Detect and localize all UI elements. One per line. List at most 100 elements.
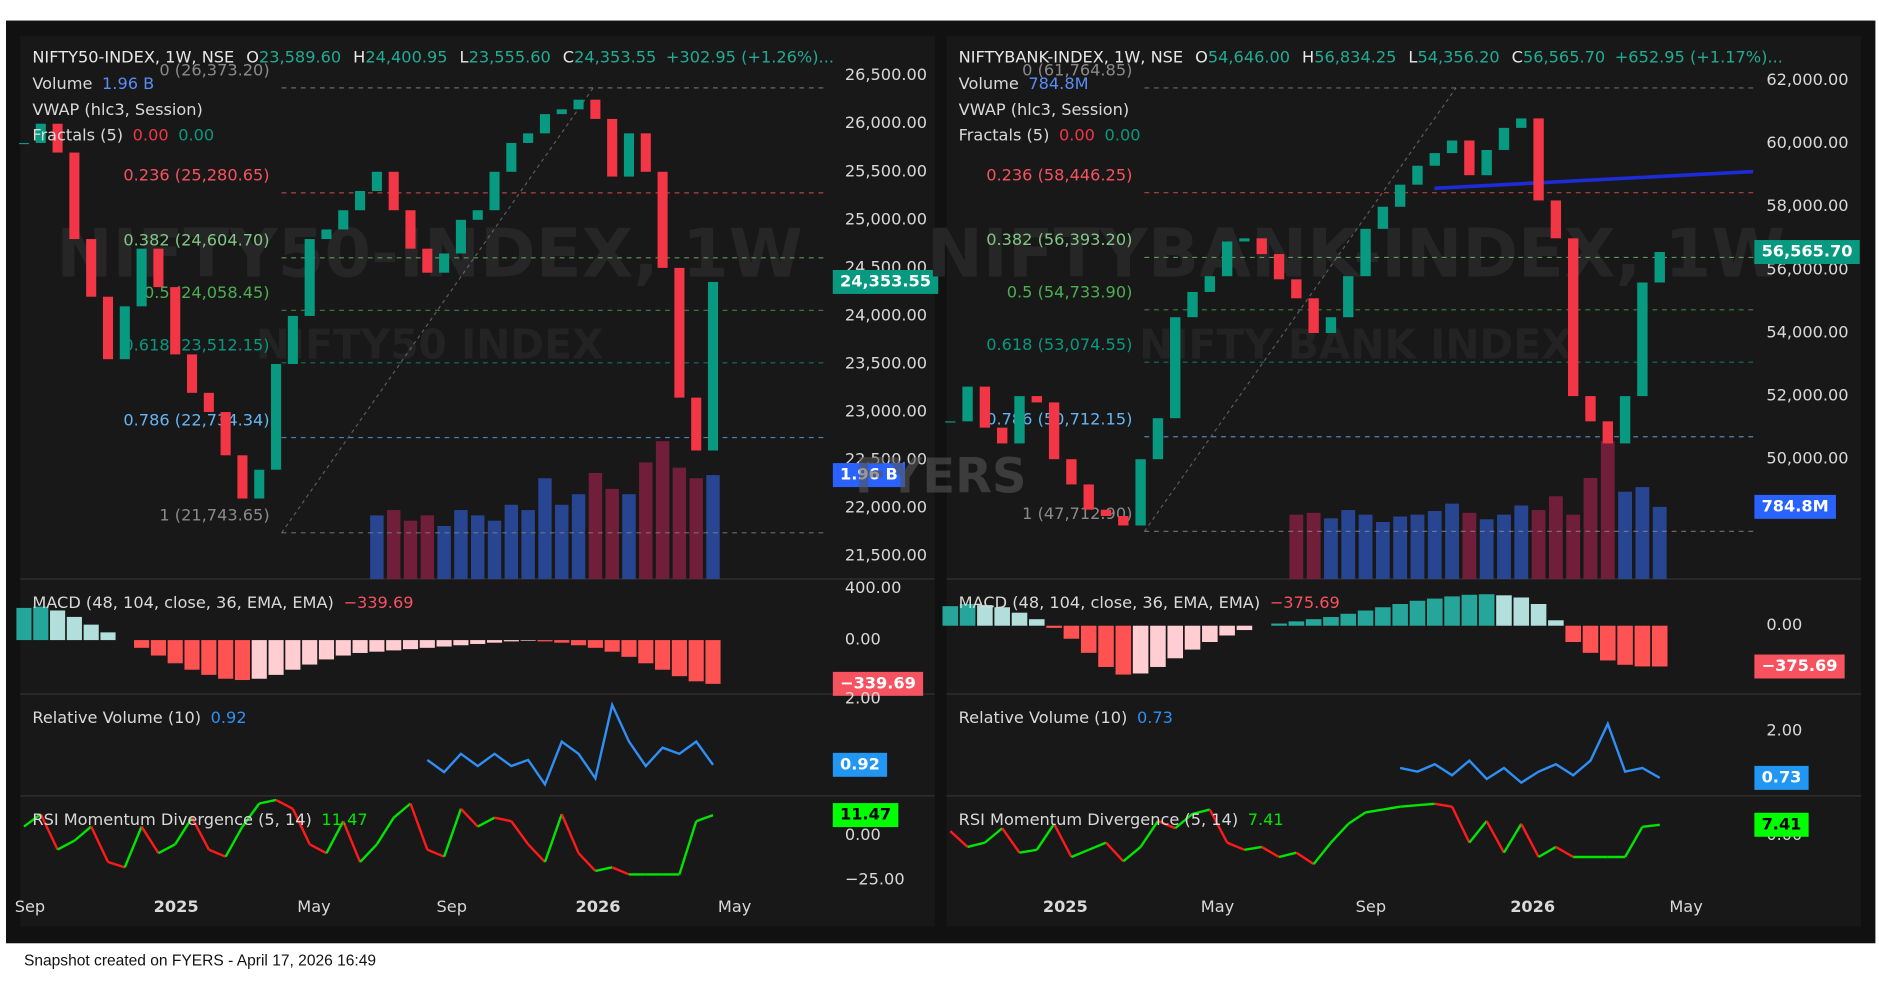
candle (1394, 184, 1406, 207)
rsi-segment (1537, 845, 1557, 859)
candle (1412, 165, 1423, 185)
rsi-segment (477, 816, 496, 828)
rsi-segment (1468, 820, 1488, 844)
volume-bar (1531, 510, 1546, 579)
price-tick-label: 56,000.00 (1766, 259, 1848, 278)
candle (1498, 127, 1510, 150)
candle (18, 142, 30, 145)
macd-bar (1340, 613, 1357, 626)
macd-bar (587, 640, 603, 648)
ohlc-key: O (1195, 47, 1208, 66)
candle (1533, 118, 1544, 201)
candle (271, 363, 282, 470)
time-label: Sep (15, 897, 45, 916)
price-tick-label: 25,500.00 (845, 161, 927, 180)
ohlc-key: C (563, 47, 574, 66)
macd-bar (1271, 623, 1287, 626)
change: +652.95 (+1.17%)... (1615, 47, 1783, 66)
time-label: 2026 (575, 897, 620, 916)
rsi-segment (1365, 808, 1384, 814)
volume-bar (1635, 487, 1650, 579)
macd-bar (234, 640, 251, 681)
footer: Snapshot created on FYERS - April 17, 20… (24, 952, 376, 969)
macd-bar (1046, 625, 1062, 628)
relvol-value: 0.73 (1137, 707, 1173, 726)
volume-value: 1.96 B (102, 74, 154, 93)
volume-bar (706, 475, 720, 579)
rsi-segment (1122, 846, 1142, 863)
rsi-segment (1139, 820, 1159, 848)
candle (439, 253, 450, 273)
relvol-legend: Relative Volume (10) 0.92 (32, 707, 246, 726)
volume-bar (1618, 491, 1633, 579)
macd-bar (285, 640, 301, 670)
macd-bar (218, 640, 234, 679)
relvol-badge-bg (832, 752, 888, 777)
rsi-segment (543, 813, 563, 863)
macd-bar (1600, 625, 1616, 661)
rsi-segment (695, 813, 714, 823)
macd-bar (1098, 625, 1114, 667)
candle (1135, 459, 1146, 526)
macd-bar (1634, 625, 1651, 667)
candle (220, 412, 231, 456)
candle (707, 281, 719, 451)
candle (556, 109, 567, 115)
volume-bar (555, 504, 569, 579)
macd-bar (1115, 625, 1132, 675)
macd-bar (1202, 625, 1218, 642)
rsi-segment (1382, 805, 1401, 811)
ohlc-key: H (1302, 47, 1314, 66)
ohlc-value: 24,353.55 (574, 47, 656, 66)
rsi-segment (359, 843, 378, 863)
macd-bar (1651, 625, 1668, 667)
rsi-segment (1642, 823, 1660, 828)
volume-bar (1462, 512, 1477, 579)
macd-bar (655, 640, 671, 670)
volume-bar (454, 510, 468, 579)
vwap-legend: VWAP (hlc3, Session) (959, 100, 1129, 119)
macd-value: −339.69 (343, 592, 413, 611)
price-tick-label: 52,000.00 (1766, 386, 1848, 405)
time-label: Sep (437, 897, 467, 916)
candle (1637, 282, 1648, 397)
rsi-segment (1434, 802, 1453, 808)
rsi-segment (224, 825, 244, 858)
candle (136, 248, 147, 307)
candle (1066, 459, 1077, 485)
macd-bar (386, 640, 402, 651)
candle (489, 171, 500, 211)
ohlc-key: C (1512, 47, 1523, 66)
watermark: NIFTYBANK-INDEX, 1W (927, 214, 1785, 292)
time-label: 2025 (154, 897, 199, 916)
candle (539, 114, 550, 134)
candle (1308, 298, 1319, 333)
rsi-segment (107, 860, 126, 869)
fib-label: 0.5 (54,733.90) (1007, 283, 1133, 302)
macd-bar (994, 607, 1010, 626)
relvol-label: Relative Volume (10) (32, 707, 201, 726)
volume-bar (605, 488, 619, 579)
macd-bar (604, 640, 620, 652)
left-chart-bg (20, 36, 935, 927)
relvol-tick-label: 2.00 (845, 688, 881, 707)
rsi-segment (1053, 823, 1073, 858)
candle (1602, 421, 1613, 444)
macd-bar (66, 616, 82, 641)
fractal-down: 0.00 (178, 125, 214, 144)
candle (1446, 140, 1458, 154)
fib-label: 0 (61,764.85) (1022, 61, 1132, 80)
candle (338, 210, 349, 230)
fractal-up: 0.00 (1059, 125, 1095, 144)
symbol-header: NIFTY50-INDEX, 1W, NSE O23,589.60 H24,400.… (32, 47, 834, 66)
macd-bar (1375, 607, 1391, 626)
macd-badge-bg (832, 671, 924, 696)
macd-bar (436, 640, 452, 647)
rsi-segment (1295, 851, 1315, 866)
macd-tick-label: 400.00 (845, 578, 902, 597)
rsi-segment (678, 820, 698, 875)
candle (945, 421, 956, 423)
macd-bar (1219, 625, 1235, 636)
fib-label: 0.618 (53,074.55) (986, 335, 1132, 354)
price-tick-label: 62,000.00 (1766, 70, 1848, 89)
